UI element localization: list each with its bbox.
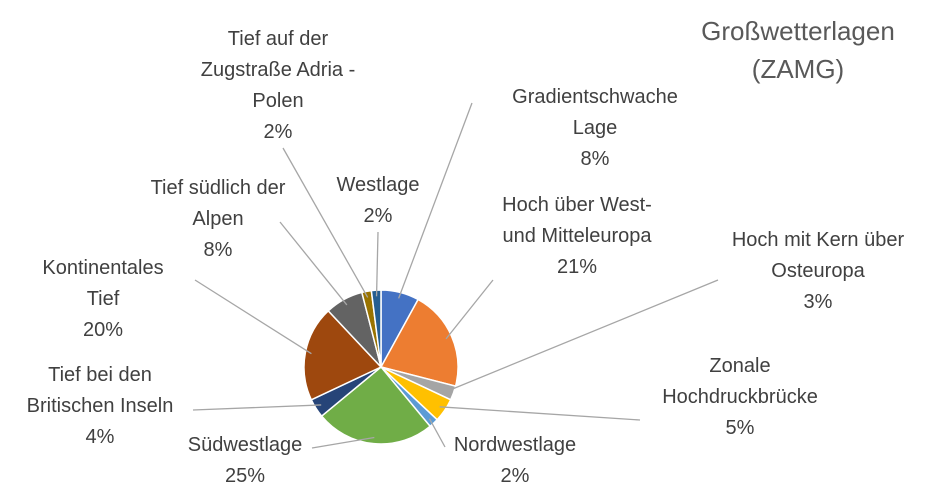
data-label: Tief auf der Zugstraße Adria - Polen 2%	[183, 24, 373, 148]
value-label: 3%	[803, 291, 833, 313]
value-label: 2%	[500, 465, 530, 487]
category-label: Tief südlich der Alpen	[150, 177, 286, 230]
category-label: Zonale Hochdruckbrücke	[662, 355, 818, 408]
value-label: 20%	[82, 319, 124, 341]
pie-slice	[303, 309, 383, 401]
category-label: Westlage	[336, 174, 420, 196]
data-label: Zonale Hochdruckbrücke 5%	[645, 351, 835, 444]
data-label: Nordwestlage 2%	[440, 430, 590, 492]
data-label: Tief bei den Britischen Inseln 4%	[8, 360, 193, 453]
value-label: 4%	[85, 426, 115, 448]
pie-slice	[379, 298, 459, 388]
value-label: 2%	[363, 205, 393, 227]
value-label: 2%	[263, 121, 293, 143]
leader-line	[192, 404, 322, 411]
leader-line	[279, 221, 348, 306]
chart-title: Großwetterlagen (ZAMG)	[701, 16, 895, 84]
leader-line	[445, 279, 494, 340]
category-label: Tief bei den Britischen Inseln	[26, 364, 174, 417]
value-label: 25%	[224, 465, 266, 487]
value-label: 5%	[725, 417, 755, 439]
pie-slice	[320, 365, 432, 445]
data-label: Tief südlich der Alpen 8%	[151, 173, 286, 266]
data-label: Gradientschwache Lage 8%	[490, 82, 700, 175]
leader-line	[282, 147, 369, 298]
category-label: Hoch über West- und Mitteleuropa	[502, 194, 652, 247]
value-label: 8%	[203, 239, 233, 261]
data-label: Südwestlage 25%	[170, 430, 320, 492]
category-label: Kontinentales Tief	[42, 257, 164, 310]
leader-line	[375, 231, 379, 297]
value-label: 21%	[556, 256, 598, 278]
value-label: 8%	[580, 148, 610, 170]
category-label: Tief auf der Zugstraße Adria - Polen	[200, 28, 356, 112]
category-label: Hoch mit Kern über Osteuropa	[731, 229, 905, 282]
data-label: Kontinentales Tief 20%	[28, 253, 178, 346]
data-label: Westlage 2%	[323, 170, 433, 232]
leader-line	[439, 406, 641, 421]
leader-line	[447, 279, 719, 392]
leader-line	[428, 418, 446, 448]
leader-line	[398, 102, 473, 299]
leader-line	[311, 436, 375, 449]
category-label: Nordwestlage	[453, 434, 577, 456]
leader-line	[194, 279, 312, 355]
data-label: Hoch mit Kern über Osteuropa 3%	[731, 225, 906, 318]
category-label: Südwestlage	[187, 434, 303, 456]
data-label: Hoch über West- und Mitteleuropa 21%	[502, 190, 652, 283]
category-label: Gradientschwache Lage	[512, 86, 678, 139]
